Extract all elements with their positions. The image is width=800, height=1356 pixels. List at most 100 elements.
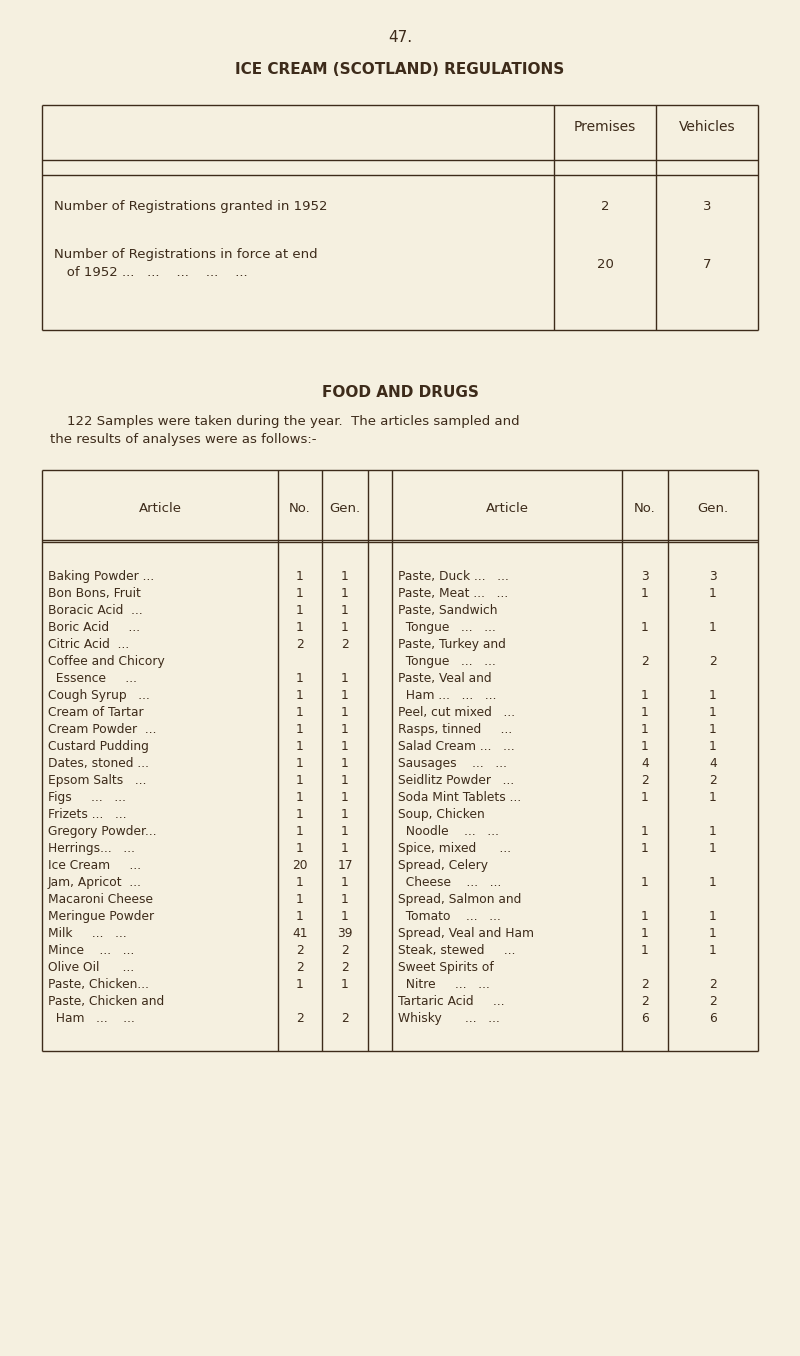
Text: Ham   ...    ...: Ham ... ... xyxy=(48,1012,135,1025)
Text: 1: 1 xyxy=(296,603,304,617)
Text: Figs     ...   ...: Figs ... ... xyxy=(48,791,126,804)
Text: 122 Samples were taken during the year.  The articles sampled and: 122 Samples were taken during the year. … xyxy=(50,415,520,428)
Text: 1: 1 xyxy=(341,876,349,890)
Text: Paste, Sandwich: Paste, Sandwich xyxy=(398,603,498,617)
Text: Tomato    ...   ...: Tomato ... ... xyxy=(398,910,501,923)
Text: Cream of Tartar: Cream of Tartar xyxy=(48,706,144,719)
Text: 1: 1 xyxy=(641,740,649,753)
Text: Herrings...   ...: Herrings... ... xyxy=(48,842,135,856)
Text: Coffee and Chicory: Coffee and Chicory xyxy=(48,655,165,669)
Text: 1: 1 xyxy=(341,570,349,583)
Text: 1: 1 xyxy=(341,740,349,753)
Text: Article: Article xyxy=(486,502,529,515)
Text: Essence     ...: Essence ... xyxy=(48,673,137,685)
Text: 1: 1 xyxy=(641,944,649,957)
Text: 1: 1 xyxy=(641,706,649,719)
Text: 1: 1 xyxy=(709,689,717,702)
Text: Paste, Veal and: Paste, Veal and xyxy=(398,673,492,685)
Text: 1: 1 xyxy=(709,621,717,635)
Text: Dates, stoned ...: Dates, stoned ... xyxy=(48,757,149,770)
Text: 1: 1 xyxy=(341,621,349,635)
Text: 1: 1 xyxy=(296,824,304,838)
Text: Premises: Premises xyxy=(574,119,636,134)
Text: 1: 1 xyxy=(641,910,649,923)
Text: 1: 1 xyxy=(296,587,304,599)
Text: 4: 4 xyxy=(641,757,649,770)
Text: 1: 1 xyxy=(341,910,349,923)
Text: 1: 1 xyxy=(296,894,304,906)
Text: 1: 1 xyxy=(709,740,717,753)
Text: 2: 2 xyxy=(641,978,649,991)
Text: 1: 1 xyxy=(709,910,717,923)
Text: 1: 1 xyxy=(296,757,304,770)
Text: Paste, Chicken and: Paste, Chicken and xyxy=(48,995,164,1008)
Text: 2: 2 xyxy=(341,961,349,974)
Text: 1: 1 xyxy=(296,876,304,890)
Text: Spread, Celery: Spread, Celery xyxy=(398,858,488,872)
Text: 2: 2 xyxy=(341,639,349,651)
Text: 1: 1 xyxy=(296,740,304,753)
Text: Number of Registrations granted in 1952: Number of Registrations granted in 1952 xyxy=(54,199,327,213)
Text: Peel, cut mixed   ...: Peel, cut mixed ... xyxy=(398,706,515,719)
Text: 1: 1 xyxy=(296,689,304,702)
Text: Soda Mint Tablets ...: Soda Mint Tablets ... xyxy=(398,791,522,804)
Text: 1: 1 xyxy=(341,894,349,906)
Text: Paste, Chicken...: Paste, Chicken... xyxy=(48,978,149,991)
Text: Vehicles: Vehicles xyxy=(678,119,735,134)
Text: 20: 20 xyxy=(597,258,614,271)
Text: Sausages    ...   ...: Sausages ... ... xyxy=(398,757,507,770)
Text: Paste, Meat ...   ...: Paste, Meat ... ... xyxy=(398,587,508,599)
Text: 2: 2 xyxy=(601,199,610,213)
Text: 1: 1 xyxy=(296,774,304,786)
Text: Soup, Chicken: Soup, Chicken xyxy=(398,808,485,820)
Text: 3: 3 xyxy=(709,570,717,583)
Text: Boric Acid     ...: Boric Acid ... xyxy=(48,621,140,635)
Text: 1: 1 xyxy=(641,723,649,736)
Text: the results of analyses were as follows:-: the results of analyses were as follows:… xyxy=(50,433,317,446)
Text: of 1952 ...   ...    ...    ...    ...: of 1952 ... ... ... ... ... xyxy=(54,266,248,279)
Text: 2: 2 xyxy=(341,944,349,957)
Text: 1: 1 xyxy=(641,824,649,838)
Text: No.: No. xyxy=(289,502,311,515)
Text: 3: 3 xyxy=(702,199,711,213)
Text: 1: 1 xyxy=(709,928,717,940)
Text: 1: 1 xyxy=(296,621,304,635)
Text: 1: 1 xyxy=(641,587,649,599)
Text: Macaroni Cheese: Macaroni Cheese xyxy=(48,894,153,906)
Text: 2: 2 xyxy=(641,995,649,1008)
Text: 1: 1 xyxy=(296,570,304,583)
Text: 2: 2 xyxy=(641,655,649,669)
Text: Spread, Salmon and: Spread, Salmon and xyxy=(398,894,522,906)
Text: Sweet Spirits of: Sweet Spirits of xyxy=(398,961,494,974)
Text: Tongue   ...   ...: Tongue ... ... xyxy=(398,621,496,635)
Text: 2: 2 xyxy=(641,774,649,786)
Text: Olive Oil      ...: Olive Oil ... xyxy=(48,961,134,974)
Text: Mince    ...   ...: Mince ... ... xyxy=(48,944,134,957)
Text: Baking Powder ...: Baking Powder ... xyxy=(48,570,154,583)
Text: 2: 2 xyxy=(296,639,304,651)
Text: 41: 41 xyxy=(292,928,308,940)
Text: 2: 2 xyxy=(709,655,717,669)
Text: Tartaric Acid     ...: Tartaric Acid ... xyxy=(398,995,505,1008)
Text: Rasps, tinned     ...: Rasps, tinned ... xyxy=(398,723,512,736)
Text: 1: 1 xyxy=(641,689,649,702)
Text: Cream Powder  ...: Cream Powder ... xyxy=(48,723,157,736)
Text: 2: 2 xyxy=(341,1012,349,1025)
Text: 1: 1 xyxy=(341,587,349,599)
Text: Tongue   ...   ...: Tongue ... ... xyxy=(398,655,496,669)
Text: 1: 1 xyxy=(341,757,349,770)
Text: 1: 1 xyxy=(709,587,717,599)
Text: 2: 2 xyxy=(709,978,717,991)
Text: FOOD AND DRUGS: FOOD AND DRUGS xyxy=(322,385,478,400)
Text: 2: 2 xyxy=(296,944,304,957)
Text: 1: 1 xyxy=(709,824,717,838)
Text: 1: 1 xyxy=(341,723,349,736)
Text: Frizets ...   ...: Frizets ... ... xyxy=(48,808,126,820)
Text: 1: 1 xyxy=(296,706,304,719)
Text: 1: 1 xyxy=(296,842,304,856)
Text: 1: 1 xyxy=(641,928,649,940)
Text: Steak, stewed     ...: Steak, stewed ... xyxy=(398,944,515,957)
Text: 4: 4 xyxy=(709,757,717,770)
Text: 1: 1 xyxy=(341,706,349,719)
Text: 1: 1 xyxy=(641,621,649,635)
